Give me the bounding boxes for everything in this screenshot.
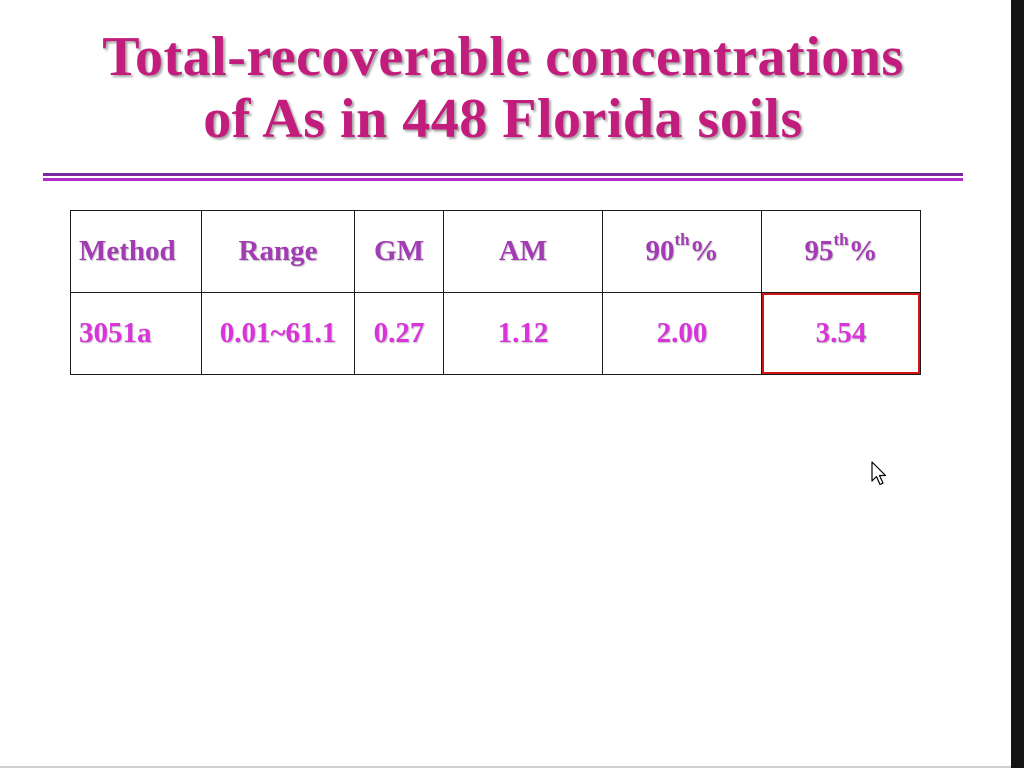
cell-95th-percentile-highlighted: 3.54 [761,292,921,375]
cell-90th-percentile: 2.00 [602,292,762,375]
arsenic-stats-table: Method Range GM AM 90th% 95th% 3051a 0.0… [70,210,921,375]
header-method: Method [70,210,202,293]
cell-am: 1.12 [443,292,603,375]
header-gm: GM [354,210,444,293]
table-row: 3051a 0.01~61.1 0.27 1.12 2.00 3.54 [70,292,921,375]
title-divider-dark [43,173,963,176]
slide-title: Total-recoverable concentrations of As i… [40,26,966,150]
header-range: Range [201,210,355,293]
title-divider-light [43,178,963,181]
header-90th-percentile: 90th% [602,210,762,293]
window-bottom-border [0,766,1011,768]
mouse-pointer-icon [871,461,887,486]
cell-gm: 0.27 [354,292,444,375]
cell-method: 3051a [70,292,202,375]
title-line-1: Total-recoverable concentrations [102,26,904,88]
title-line-2: of As in 448 Florida soils [203,88,803,150]
header-am: AM [443,210,603,293]
window-right-border [1011,0,1024,768]
header-95th-percentile: 95th% [761,210,921,293]
table-header-row: Method Range GM AM 90th% 95th% [70,210,921,293]
cell-range: 0.01~61.1 [201,292,355,375]
